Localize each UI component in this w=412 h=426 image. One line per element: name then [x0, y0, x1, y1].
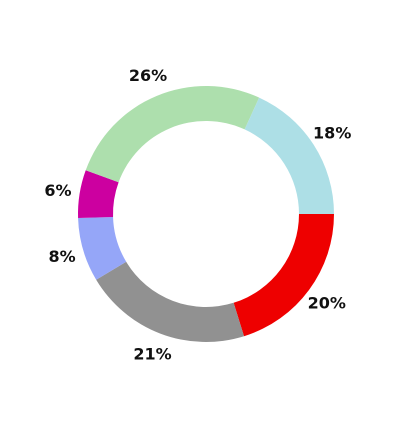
slice-label-1: 21%	[133, 345, 171, 364]
donut-slice-1	[96, 261, 245, 342]
slice-labels: 20% 21% 8% 6% 26% 18%	[44, 66, 351, 364]
slice-label-3: 6%	[44, 181, 71, 200]
donut-slice-5	[244, 97, 334, 214]
slice-label-0: 20%	[308, 293, 346, 312]
slice-label-2: 8%	[49, 247, 76, 266]
donut-slice-4	[85, 85, 260, 183]
donut-slice-0	[233, 214, 334, 337]
donut-slices	[78, 85, 334, 342]
slice-label-5: 18%	[313, 123, 351, 142]
donut-slice-3	[78, 170, 119, 219]
slice-label-4: 26%	[129, 66, 167, 85]
donut-slice-2	[78, 216, 127, 280]
